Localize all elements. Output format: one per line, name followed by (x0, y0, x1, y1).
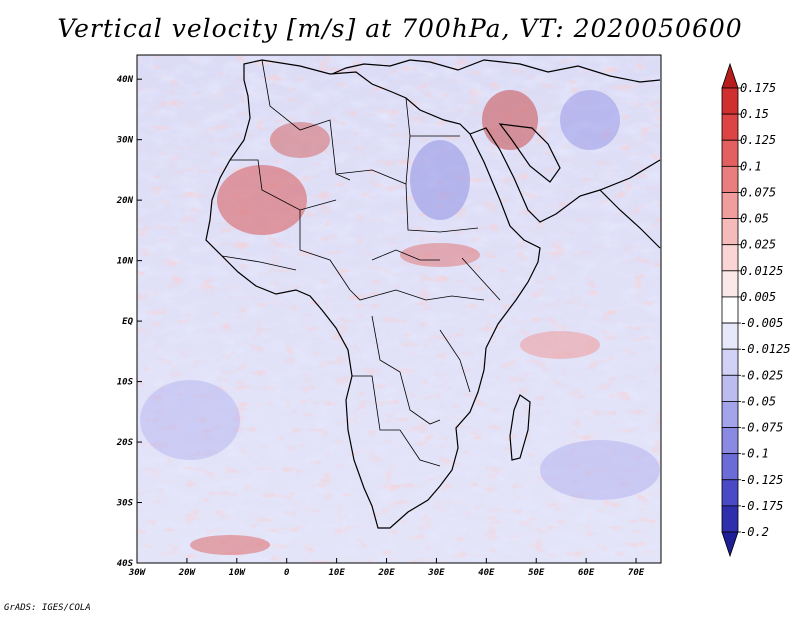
colorbar-label: 0.025 (740, 238, 776, 252)
lon-label: 20E (377, 568, 395, 578)
colorbar-segment (721, 322, 739, 350)
colorbar-label: -0.175 (740, 499, 783, 513)
lon-label: 70E (628, 568, 645, 578)
grads-credit: GrADS: IGES/COLA (4, 603, 91, 613)
colorbar-label: -0.025 (740, 368, 783, 382)
country-borders (221, 59, 501, 467)
colorbar-segment (721, 427, 739, 455)
colorbar-segment (721, 348, 739, 376)
lon-label: 60E (578, 568, 595, 578)
colorbar-label: 0.1 (740, 159, 762, 173)
lat-label: 40S (117, 559, 134, 569)
lon-label: 30E (427, 568, 445, 578)
colorbar-segment (721, 374, 739, 402)
colorbar-label: 0.0125 (740, 264, 783, 278)
lat-label: EQ (122, 317, 133, 327)
colorbar-label: -0.2 (740, 525, 769, 539)
colorbar-segment (721, 87, 739, 115)
lat-label: 30N (116, 136, 134, 146)
colorbar-segment (721, 453, 739, 481)
lon-label: 50E (528, 568, 545, 578)
colorbar-segment (721, 296, 739, 324)
lat-label: 30S (116, 499, 134, 509)
colorbar-segment (721, 165, 739, 193)
vertical-velocity-field (137, 55, 661, 563)
colorbar-label: -0.0125 (740, 342, 791, 356)
colorbar-label: 0.175 (740, 81, 776, 95)
lon-label: 30W (128, 568, 147, 578)
colorbar-segment (721, 401, 739, 428)
lon-label: 10W (229, 568, 247, 578)
coastlines (205, 59, 661, 529)
lat-label: 20N (116, 196, 134, 206)
lon-label: 10E (328, 568, 345, 578)
colorbar-segment (721, 113, 739, 141)
lat-label: 10S (117, 378, 134, 388)
colorbar-label: 0.005 (740, 290, 776, 304)
colorbar-label: 0.075 (740, 185, 776, 199)
colorbar-segment (721, 192, 739, 219)
chart-title: Vertical velocity [m/s] at 700hPa, VT: 2… (57, 14, 743, 43)
lon-label: 20W (178, 568, 197, 578)
colorbar-label: -0.125 (740, 473, 783, 487)
lon-label: 0 (284, 568, 290, 578)
plot-frame (136, 54, 662, 564)
colorbar-label: 0.125 (740, 133, 776, 147)
colorbar-label: 0.15 (740, 107, 769, 121)
colorbar: 0.175 0.15 0.125 0.1 0.075 0.05 0.025 0.0125 0.0… (721, 62, 791, 558)
colorbar-segment (721, 218, 739, 246)
colorbar-segment (721, 139, 739, 167)
colorbar-bottom-arrow (721, 531, 739, 558)
colorbar-segment (721, 270, 739, 298)
colorbar-segment (721, 244, 739, 272)
colorbar-label: -0.005 (740, 316, 783, 330)
lat-label: 20S (116, 438, 134, 448)
colorbar-label: 0.05 (740, 212, 769, 226)
colorbar-label: -0.05 (740, 394, 776, 408)
lat-label: 40N (117, 75, 134, 85)
colorbar-segment (721, 505, 739, 533)
colorbar-top-arrow (721, 62, 739, 89)
lon-label: 40E (478, 568, 495, 578)
colorbar-label: -0.075 (740, 421, 783, 435)
colorbar-segment (721, 479, 739, 507)
lat-label: 10N (117, 257, 134, 267)
colorbar-label: -0.1 (740, 447, 769, 461)
